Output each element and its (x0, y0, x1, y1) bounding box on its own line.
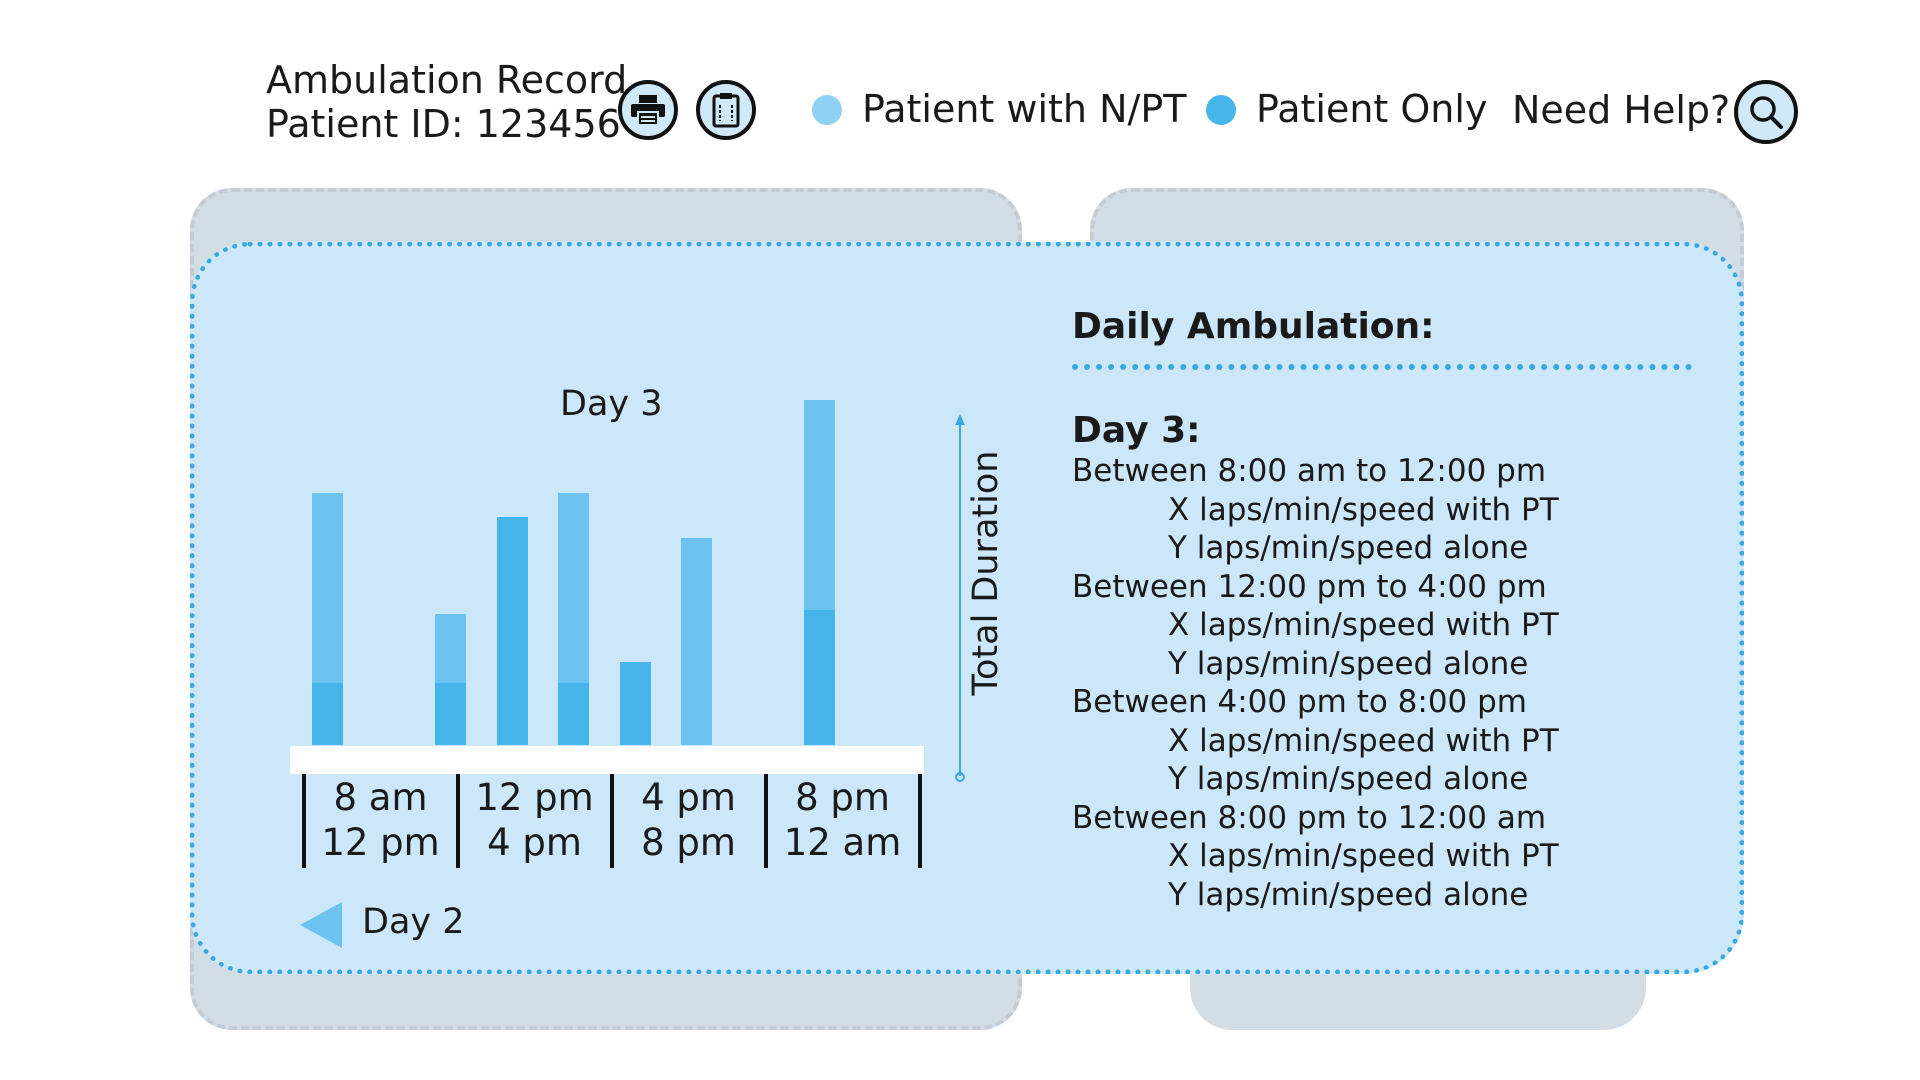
search-icon (1750, 96, 1783, 129)
bar-alone (312, 683, 343, 745)
patient-id: Patient ID: 123456 (266, 102, 621, 146)
schedule-line: Between 8:00 am to 12:00 pm (1072, 453, 1547, 489)
bar-with-pt (681, 538, 712, 745)
schedule-line: X laps/min/speed with PT (1168, 722, 1559, 759)
axis-divider (610, 774, 614, 868)
tick-label: 8 am 12 pm (321, 776, 440, 864)
chart-baseline (290, 746, 924, 774)
tick-label: 12 pm 4 pm (475, 776, 594, 864)
schedule-line: Between 8:00 pm to 12:00 am (1072, 799, 1547, 836)
bar-alone (435, 683, 466, 745)
schedule-line: X laps/min/speed with PT (1168, 838, 1559, 874)
triangle-left-icon (300, 902, 342, 948)
bar-alone (497, 517, 528, 745)
schedule-line: Between 4:00 pm to 8:00 pm (1072, 684, 1528, 720)
printer-icon (631, 95, 665, 125)
tick-label: 4 pm 8 pm (641, 776, 736, 864)
axis-divider (456, 774, 460, 868)
schedule-line: Y laps/min/speed alone (1168, 761, 1529, 797)
chart-bars (290, 400, 940, 745)
bar-alone (558, 683, 589, 745)
schedule-line: Y laps/min/speed alone (1168, 645, 1529, 682)
legend-label-patient-only: Patient Only (1256, 87, 1488, 131)
print-button[interactable] (618, 80, 678, 140)
schedule-line: Y laps/min/speed alone (1168, 876, 1529, 913)
prev-day-button[interactable]: Day 2 (300, 900, 465, 950)
summary-heading: Daily Ambulation: (1072, 306, 1435, 347)
legend-swatch-patient-only (1206, 95, 1236, 125)
clipboard-icon (712, 93, 740, 128)
bar-alone (620, 662, 651, 745)
y-axis-arrow (955, 414, 965, 782)
help-label[interactable]: Need Help? (1512, 88, 1731, 132)
page-title: Ambulation Record (266, 58, 628, 102)
tick-label: 8 pm 12 am (783, 776, 902, 864)
axis-divider (302, 774, 306, 868)
schedule-list: Between 8:00 am to 12:00 pm X laps/min/sp… (1072, 452, 1692, 914)
schedule-line: X laps/min/speed with PT (1168, 607, 1559, 643)
clipboard-button[interactable] (696, 80, 756, 140)
axis-divider (764, 774, 768, 868)
prev-day-label: Day 2 (362, 902, 465, 942)
chart-title: Day 3 (560, 384, 663, 424)
legend-label-with-pt: Patient with N/PT (862, 87, 1187, 131)
summary-day-label: Day 3: (1072, 410, 1201, 451)
summary-divider (1072, 364, 1692, 370)
schedule-line: Between 12:00 pm to 4:00 pm (1072, 568, 1547, 605)
help-button[interactable] (1734, 80, 1798, 144)
schedule-line: Y laps/min/speed alone (1168, 530, 1529, 566)
legend-swatch-with-pt (812, 95, 842, 125)
schedule-line: X laps/min/speed with PT (1168, 491, 1559, 528)
axis-divider (918, 774, 922, 868)
bar-alone (804, 610, 835, 745)
record-header: Ambulation Record Patient ID: 123456 (266, 58, 627, 146)
y-axis-label: Total Duration (966, 450, 1006, 696)
